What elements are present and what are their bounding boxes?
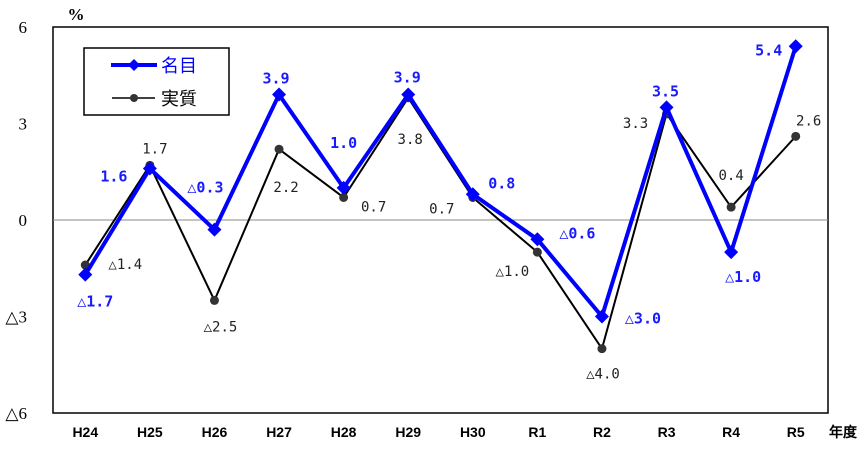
y-tick-label: △3 xyxy=(5,308,27,327)
x-axis-label: 年度 xyxy=(829,424,858,440)
legend-diamond-marker xyxy=(128,59,140,71)
x-tick-label: H29 xyxy=(395,424,421,440)
data-label-real: 2.6 xyxy=(796,113,821,129)
data-point-nominal xyxy=(401,87,416,102)
x-tick-label: H26 xyxy=(202,424,228,440)
data-label-nominal: 5.4 xyxy=(755,41,782,59)
data-label-nominal: △0.3 xyxy=(187,179,223,197)
data-label-real: △1.4 xyxy=(108,257,142,273)
series-line-nominal xyxy=(83,45,798,321)
data-point-nominal xyxy=(594,309,609,324)
x-tick-label: R1 xyxy=(528,424,546,440)
legend-circle-marker xyxy=(130,94,138,102)
data-point-real xyxy=(726,202,736,212)
data-point-nominal xyxy=(207,222,222,237)
data-point-nominal xyxy=(465,187,480,202)
y-tick-label: 3 xyxy=(19,115,28,134)
data-label-nominal: △0.6 xyxy=(559,224,595,242)
y-tick-label: △6 xyxy=(5,404,27,423)
legend-label-nominal: 名目 xyxy=(161,56,197,77)
data-label-real: △2.5 xyxy=(204,319,238,335)
data-label-real: 1.7 xyxy=(142,141,167,157)
x-tick-label: H25 xyxy=(137,424,163,440)
y-tick-label: 0 xyxy=(19,211,28,230)
data-label-nominal: 3.9 xyxy=(262,70,289,88)
data-point-real xyxy=(339,192,349,202)
legend-label-real: 実質 xyxy=(161,89,197,110)
x-tick-label: H24 xyxy=(72,424,98,440)
data-label-nominal: 3.5 xyxy=(652,82,679,100)
data-label-nominal: 0.8 xyxy=(488,174,515,192)
data-point-nominal xyxy=(788,39,803,54)
data-label-nominal: △1.0 xyxy=(725,268,761,286)
data-point-nominal xyxy=(272,87,287,102)
data-label-nominal: △1.7 xyxy=(77,293,113,311)
data-label-nominal: △3.0 xyxy=(625,310,661,328)
data-point-real xyxy=(597,344,607,354)
data-label-real: 0.4 xyxy=(718,168,743,184)
data-label-real: 3.3 xyxy=(623,116,648,132)
data-label-real: 2.2 xyxy=(273,180,298,196)
x-tick-label: H28 xyxy=(331,424,357,440)
data-point-real xyxy=(532,247,542,257)
data-label-nominal: 1.0 xyxy=(330,134,357,152)
legend-box xyxy=(83,47,230,116)
legend: 名目 実質 xyxy=(83,47,230,116)
y-axis-unit: % xyxy=(68,5,85,24)
x-tick-label: R4 xyxy=(722,424,740,440)
data-point-nominal xyxy=(659,100,674,115)
x-tick-label: R3 xyxy=(658,424,676,440)
data-label-real: 0.7 xyxy=(429,201,454,217)
data-point-real xyxy=(791,131,801,141)
data-point-nominal xyxy=(530,232,545,247)
data-point-nominal xyxy=(724,245,739,260)
data-point-nominal xyxy=(336,180,351,195)
series-line-real xyxy=(84,95,797,352)
data-point-real xyxy=(209,295,219,305)
data-point-nominal xyxy=(142,161,157,176)
data-point-nominal xyxy=(78,267,93,282)
x-tick-label: R2 xyxy=(593,424,611,440)
y-tick-label: 6 xyxy=(19,18,28,37)
x-tick-label: H27 xyxy=(266,424,292,440)
data-label-real: △1.0 xyxy=(496,264,530,280)
data-label-real: △4.0 xyxy=(586,367,620,383)
data-label-nominal: 3.9 xyxy=(394,69,421,87)
data-label-real: 0.7 xyxy=(361,199,386,215)
x-tick-label: R5 xyxy=(787,424,805,440)
x-tick-label: H30 xyxy=(460,424,486,440)
data-label-real: 3.8 xyxy=(398,132,423,148)
data-point-real xyxy=(274,144,284,154)
data-label-nominal: 1.6 xyxy=(100,168,127,186)
